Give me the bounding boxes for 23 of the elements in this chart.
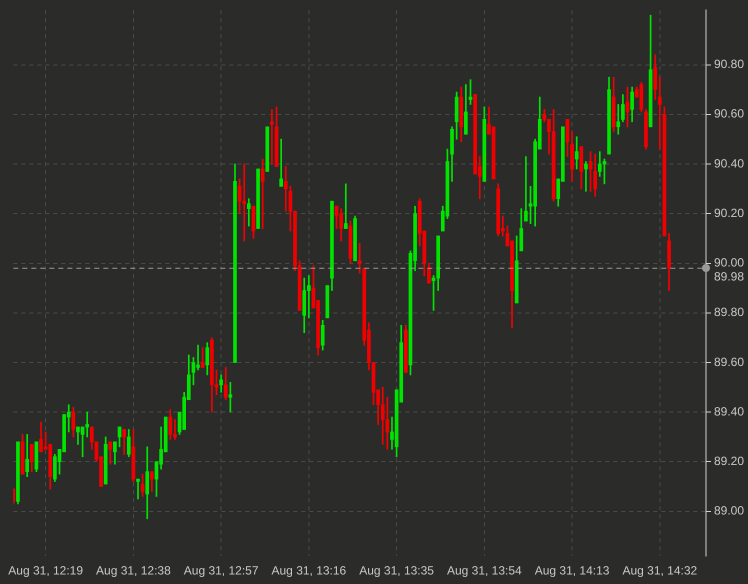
y-tick-label: 90.40 <box>714 156 744 170</box>
y-tick-label: 90.60 <box>714 106 744 121</box>
candlestick <box>588 151 592 192</box>
y-tick-label: 90.80 <box>714 57 744 72</box>
candlestick <box>468 79 472 105</box>
x-tick-label: Aug 31, 13:35 <box>359 564 434 578</box>
candlestick <box>584 161 588 192</box>
x-tick-label: Aug 31, 13:16 <box>271 564 347 578</box>
y-tick-label: 89.60 <box>714 354 744 369</box>
y-tick-label: 90.00 <box>714 256 744 270</box>
y-tick-label: 89.20 <box>714 454 744 468</box>
candlestick <box>136 478 140 500</box>
y-tick-label: 89.00 <box>714 504 744 518</box>
x-tick-label: Aug 31, 12:38 <box>96 564 172 578</box>
x-tick-label: Aug 31, 12:57 <box>184 564 259 578</box>
x-tick-label: Aug 31, 14:13 <box>534 564 610 578</box>
y-tick-label: 89.40 <box>714 404 744 418</box>
y-tick-label: 89.80 <box>714 305 744 320</box>
x-tick-label: Aug 31, 13:54 <box>446 564 522 578</box>
ref-line-label: 89.98 <box>714 270 744 284</box>
x-tick-label: Aug 31, 12:19 <box>8 564 84 578</box>
x-tick-label: Aug 31, 14:32 <box>622 564 698 578</box>
y-tick-label: 90.20 <box>714 206 744 220</box>
